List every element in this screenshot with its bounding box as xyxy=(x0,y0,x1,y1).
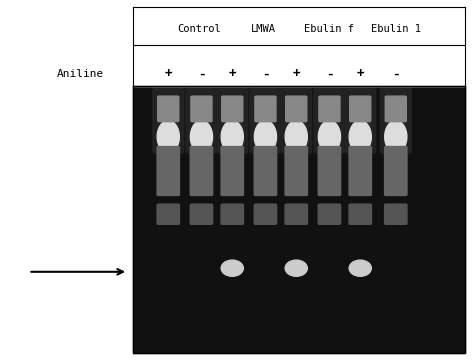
Ellipse shape xyxy=(221,260,243,276)
Text: +: + xyxy=(228,67,236,80)
FancyBboxPatch shape xyxy=(384,204,407,224)
Text: Ebulin 1: Ebulin 1 xyxy=(371,24,421,34)
FancyBboxPatch shape xyxy=(250,86,281,153)
Ellipse shape xyxy=(157,121,179,153)
Bar xyxy=(133,45,465,86)
FancyBboxPatch shape xyxy=(153,86,183,153)
Ellipse shape xyxy=(319,121,340,153)
FancyBboxPatch shape xyxy=(384,147,407,195)
FancyBboxPatch shape xyxy=(350,96,371,122)
FancyBboxPatch shape xyxy=(190,147,213,195)
FancyBboxPatch shape xyxy=(191,96,212,122)
Ellipse shape xyxy=(349,121,371,153)
FancyBboxPatch shape xyxy=(319,96,340,122)
FancyBboxPatch shape xyxy=(349,204,372,224)
Text: Ebulin f: Ebulin f xyxy=(304,24,355,34)
FancyBboxPatch shape xyxy=(158,96,179,122)
FancyBboxPatch shape xyxy=(157,204,180,224)
FancyBboxPatch shape xyxy=(314,86,345,153)
Text: +: + xyxy=(292,67,300,80)
Ellipse shape xyxy=(255,121,276,153)
FancyBboxPatch shape xyxy=(157,147,180,195)
FancyBboxPatch shape xyxy=(255,96,276,122)
FancyBboxPatch shape xyxy=(254,204,277,224)
FancyBboxPatch shape xyxy=(221,147,244,195)
FancyBboxPatch shape xyxy=(349,147,372,195)
FancyBboxPatch shape xyxy=(385,96,406,122)
FancyBboxPatch shape xyxy=(281,86,311,153)
FancyBboxPatch shape xyxy=(190,204,213,224)
Text: -: - xyxy=(392,67,400,80)
FancyBboxPatch shape xyxy=(186,86,217,153)
Ellipse shape xyxy=(285,121,307,153)
FancyBboxPatch shape xyxy=(217,86,247,153)
FancyBboxPatch shape xyxy=(254,147,277,195)
FancyBboxPatch shape xyxy=(345,86,375,153)
Ellipse shape xyxy=(385,121,407,153)
Text: -: - xyxy=(198,67,205,80)
Ellipse shape xyxy=(191,121,212,153)
Ellipse shape xyxy=(221,121,243,153)
Text: -: - xyxy=(262,67,269,80)
Text: LMWA: LMWA xyxy=(251,24,275,34)
Text: -: - xyxy=(326,67,333,80)
FancyBboxPatch shape xyxy=(318,147,341,195)
FancyBboxPatch shape xyxy=(222,96,243,122)
Ellipse shape xyxy=(349,260,371,276)
FancyBboxPatch shape xyxy=(380,86,411,153)
FancyBboxPatch shape xyxy=(285,147,308,195)
Bar xyxy=(133,7,465,86)
FancyBboxPatch shape xyxy=(318,204,341,224)
Bar xyxy=(133,86,465,353)
Bar xyxy=(133,86,465,353)
Text: +: + xyxy=(356,67,364,80)
FancyBboxPatch shape xyxy=(221,204,244,224)
Text: +: + xyxy=(164,67,172,80)
Text: Control: Control xyxy=(177,24,221,34)
Ellipse shape xyxy=(285,260,307,276)
Text: Aniline: Aniline xyxy=(57,69,104,79)
FancyBboxPatch shape xyxy=(286,96,307,122)
FancyBboxPatch shape xyxy=(285,204,308,224)
